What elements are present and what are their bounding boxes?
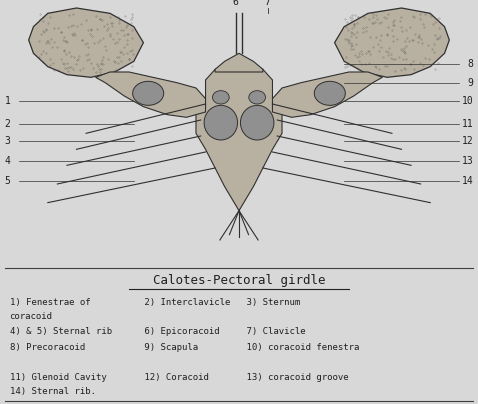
Text: 9: 9 bbox=[467, 78, 473, 88]
Text: 6: 6 bbox=[233, 0, 239, 6]
Polygon shape bbox=[335, 8, 449, 77]
Text: 1: 1 bbox=[5, 96, 11, 106]
Ellipse shape bbox=[133, 81, 163, 105]
Ellipse shape bbox=[240, 105, 274, 140]
Text: 8) Precoracoid           9) Scapula         10) coracoid fenestra: 8) Precoracoid 9) Scapula 10) coracoid f… bbox=[10, 343, 359, 352]
Polygon shape bbox=[215, 53, 263, 72]
Text: 10: 10 bbox=[461, 96, 473, 106]
Text: 2: 2 bbox=[5, 119, 11, 129]
Text: coracoid: coracoid bbox=[10, 312, 53, 321]
Text: 11: 11 bbox=[461, 119, 473, 129]
Ellipse shape bbox=[212, 90, 229, 104]
Polygon shape bbox=[196, 61, 282, 210]
Text: 3: 3 bbox=[5, 136, 11, 146]
Ellipse shape bbox=[314, 81, 345, 105]
Text: 4) & 5) Sternal rib      6) Epicoracoid     7) Clavicle: 4) & 5) Sternal rib 6) Epicoracoid 7) Cl… bbox=[10, 327, 305, 337]
Text: 1) Fenestrae of          2) Interclavicle   3) Sternum: 1) Fenestrae of 2) Interclavicle 3) Ster… bbox=[10, 298, 300, 307]
Polygon shape bbox=[29, 8, 143, 77]
Text: 4: 4 bbox=[5, 156, 11, 166]
Text: 8: 8 bbox=[467, 59, 473, 69]
Text: 12: 12 bbox=[461, 136, 473, 146]
Ellipse shape bbox=[204, 105, 238, 140]
Text: 13: 13 bbox=[461, 156, 473, 166]
Polygon shape bbox=[96, 72, 206, 117]
Text: 11) Glenoid Cavity       12) Coracoid       13) coracoid groove: 11) Glenoid Cavity 12) Coracoid 13) cora… bbox=[10, 372, 348, 382]
Ellipse shape bbox=[249, 90, 266, 104]
Text: Calotes-Pectoral girdle: Calotes-Pectoral girdle bbox=[153, 274, 325, 288]
Text: 5: 5 bbox=[5, 176, 11, 186]
Text: 7: 7 bbox=[265, 0, 271, 6]
Text: 14) Sternal rib.: 14) Sternal rib. bbox=[10, 387, 96, 396]
Polygon shape bbox=[272, 72, 382, 117]
Text: 14: 14 bbox=[461, 176, 473, 186]
